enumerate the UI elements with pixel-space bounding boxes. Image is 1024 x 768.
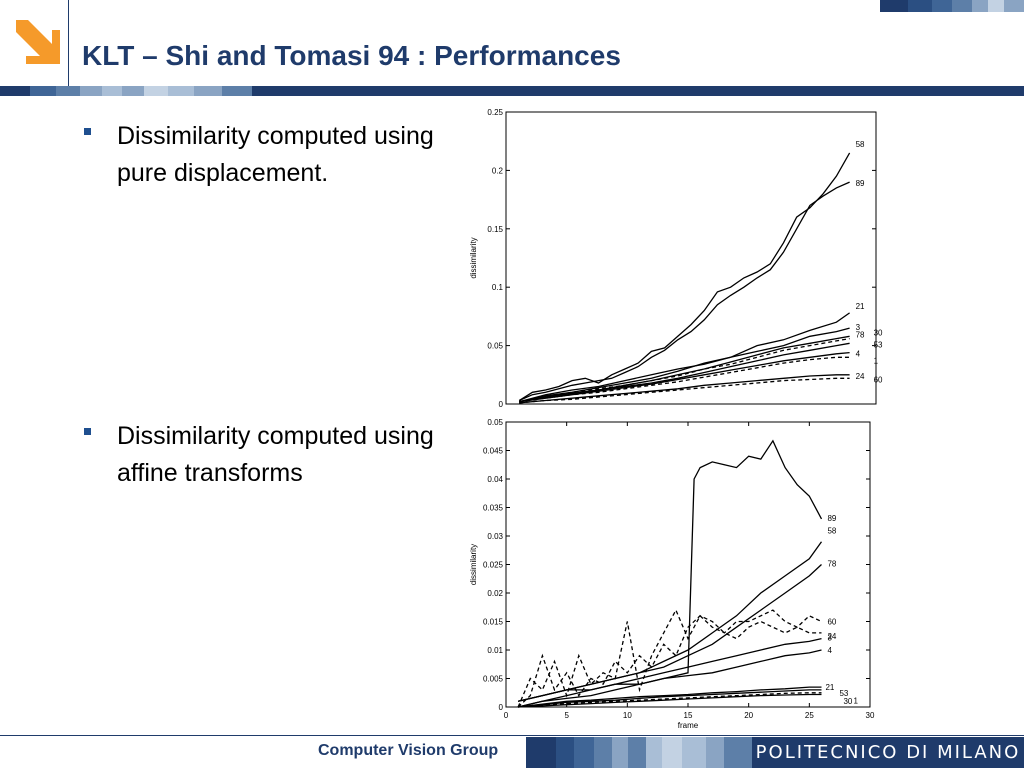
series-label: 78 <box>856 330 865 339</box>
x-tick-label: 5 <box>564 711 569 720</box>
y-axis-label: dissimilarity <box>469 237 478 278</box>
series-label: 24 <box>856 372 865 381</box>
series-line <box>517 649 822 708</box>
slide-title: KLT – Shi and Tomasi 94 : Performances <box>82 40 621 71</box>
footer-color-band <box>526 737 1024 768</box>
y-tick-label: 0.03 <box>487 532 503 541</box>
series-line <box>518 692 822 708</box>
series-line <box>519 356 850 403</box>
series-label: 30 <box>874 329 883 338</box>
footer-divider <box>0 735 1024 736</box>
series-label: 53 <box>874 340 883 349</box>
series-line <box>518 686 822 708</box>
series-label: 4 <box>827 646 832 655</box>
series-line <box>519 377 850 404</box>
y-tick-label: 0.15 <box>487 225 503 234</box>
bullet-marker <box>84 428 91 435</box>
y-tick-label: 0.025 <box>483 561 504 570</box>
series-line <box>517 615 822 708</box>
y-tick-label: 0.01 <box>487 646 503 655</box>
series-line <box>518 181 850 402</box>
politecnico-logo: POLITECNICO DI MILANO <box>752 737 1024 768</box>
series-label: 4 <box>856 350 861 359</box>
series-label: 30 <box>843 697 852 706</box>
series-label: 1 <box>853 696 858 705</box>
series-line <box>517 608 822 708</box>
x-tick-label: 30 <box>866 711 875 720</box>
top-color-strip <box>880 0 1024 12</box>
x-tick-label: 0 <box>504 711 509 720</box>
bullet-item-2: Dissimilarity computed using affine tran… <box>84 418 457 492</box>
plot-frame <box>505 111 877 405</box>
chart-dissimilarity-affine: 0 0.005 0.01 0.015 0.02 0.025 0.03 0.035 0.04 0.0… <box>469 418 875 730</box>
y-tick-label: 0.05 <box>487 342 503 351</box>
y-tick-label: 0.005 <box>483 675 504 684</box>
bullet-text: Dissimilarity computed using affine tran… <box>117 422 434 487</box>
series-line <box>517 564 822 702</box>
series-label: 89 <box>856 179 865 188</box>
series-label: 53 <box>839 689 848 698</box>
series-label: 21 <box>856 302 865 311</box>
chart-dissimilarity-pure-displacement: 0 0.05 0.1 0.15 0.2 0.25 dissimilarity 58 89 21 37… <box>469 108 883 409</box>
series-line <box>519 342 850 403</box>
series-label: 58 <box>827 527 836 536</box>
x-axis-label: frame <box>678 721 699 730</box>
y-tick-label: 0 <box>499 400 504 409</box>
y-tick-label: 0.035 <box>483 504 504 513</box>
series-line <box>517 637 822 708</box>
y-tick-label: 0.1 <box>492 283 504 292</box>
footer-group-label: Computer Vision Group <box>318 742 499 759</box>
series-line <box>518 152 851 402</box>
series-line <box>519 337 850 403</box>
series-label: 24 <box>827 632 836 641</box>
series-line <box>518 693 822 708</box>
y-tick-label: 0 <box>499 703 504 712</box>
bullet-marker <box>84 128 91 135</box>
series-label: 1 <box>874 356 879 365</box>
x-tick-label: 10 <box>623 711 632 720</box>
y-tick-label: 0.05 <box>487 418 503 427</box>
x-tick-label: 25 <box>805 711 814 720</box>
bullet-item-1: Dissimilarity computed using pure displa… <box>84 118 457 192</box>
y-tick-label: 0.25 <box>487 108 503 117</box>
y-tick-label: 0.015 <box>483 618 504 627</box>
x-tick-label: 20 <box>744 711 753 720</box>
series-line <box>518 689 822 708</box>
series-label: 58 <box>856 140 865 149</box>
series-label: 60 <box>874 375 883 384</box>
series-label: 89 <box>827 514 836 523</box>
series-label: 60 <box>827 618 836 627</box>
series-line <box>519 374 850 404</box>
y-axis-label: dissimilarity <box>469 544 478 585</box>
bullet-text: Dissimilarity computed using pure displa… <box>117 122 434 187</box>
header-color-band <box>0 86 1024 96</box>
orange-arrow-icon <box>16 20 60 64</box>
y-tick-label: 0.2 <box>492 166 504 175</box>
y-tick-label: 0.045 <box>483 447 504 456</box>
series-label: 3 <box>856 323 861 332</box>
x-tick-label: 15 <box>684 711 693 720</box>
series-label: 78 <box>827 560 836 569</box>
series-label: 3 <box>827 634 832 643</box>
y-tick-label: 0.04 <box>487 475 503 484</box>
y-tick-label: 0.02 <box>487 589 503 598</box>
series-label: 21 <box>825 683 834 692</box>
header-divider <box>68 0 69 88</box>
